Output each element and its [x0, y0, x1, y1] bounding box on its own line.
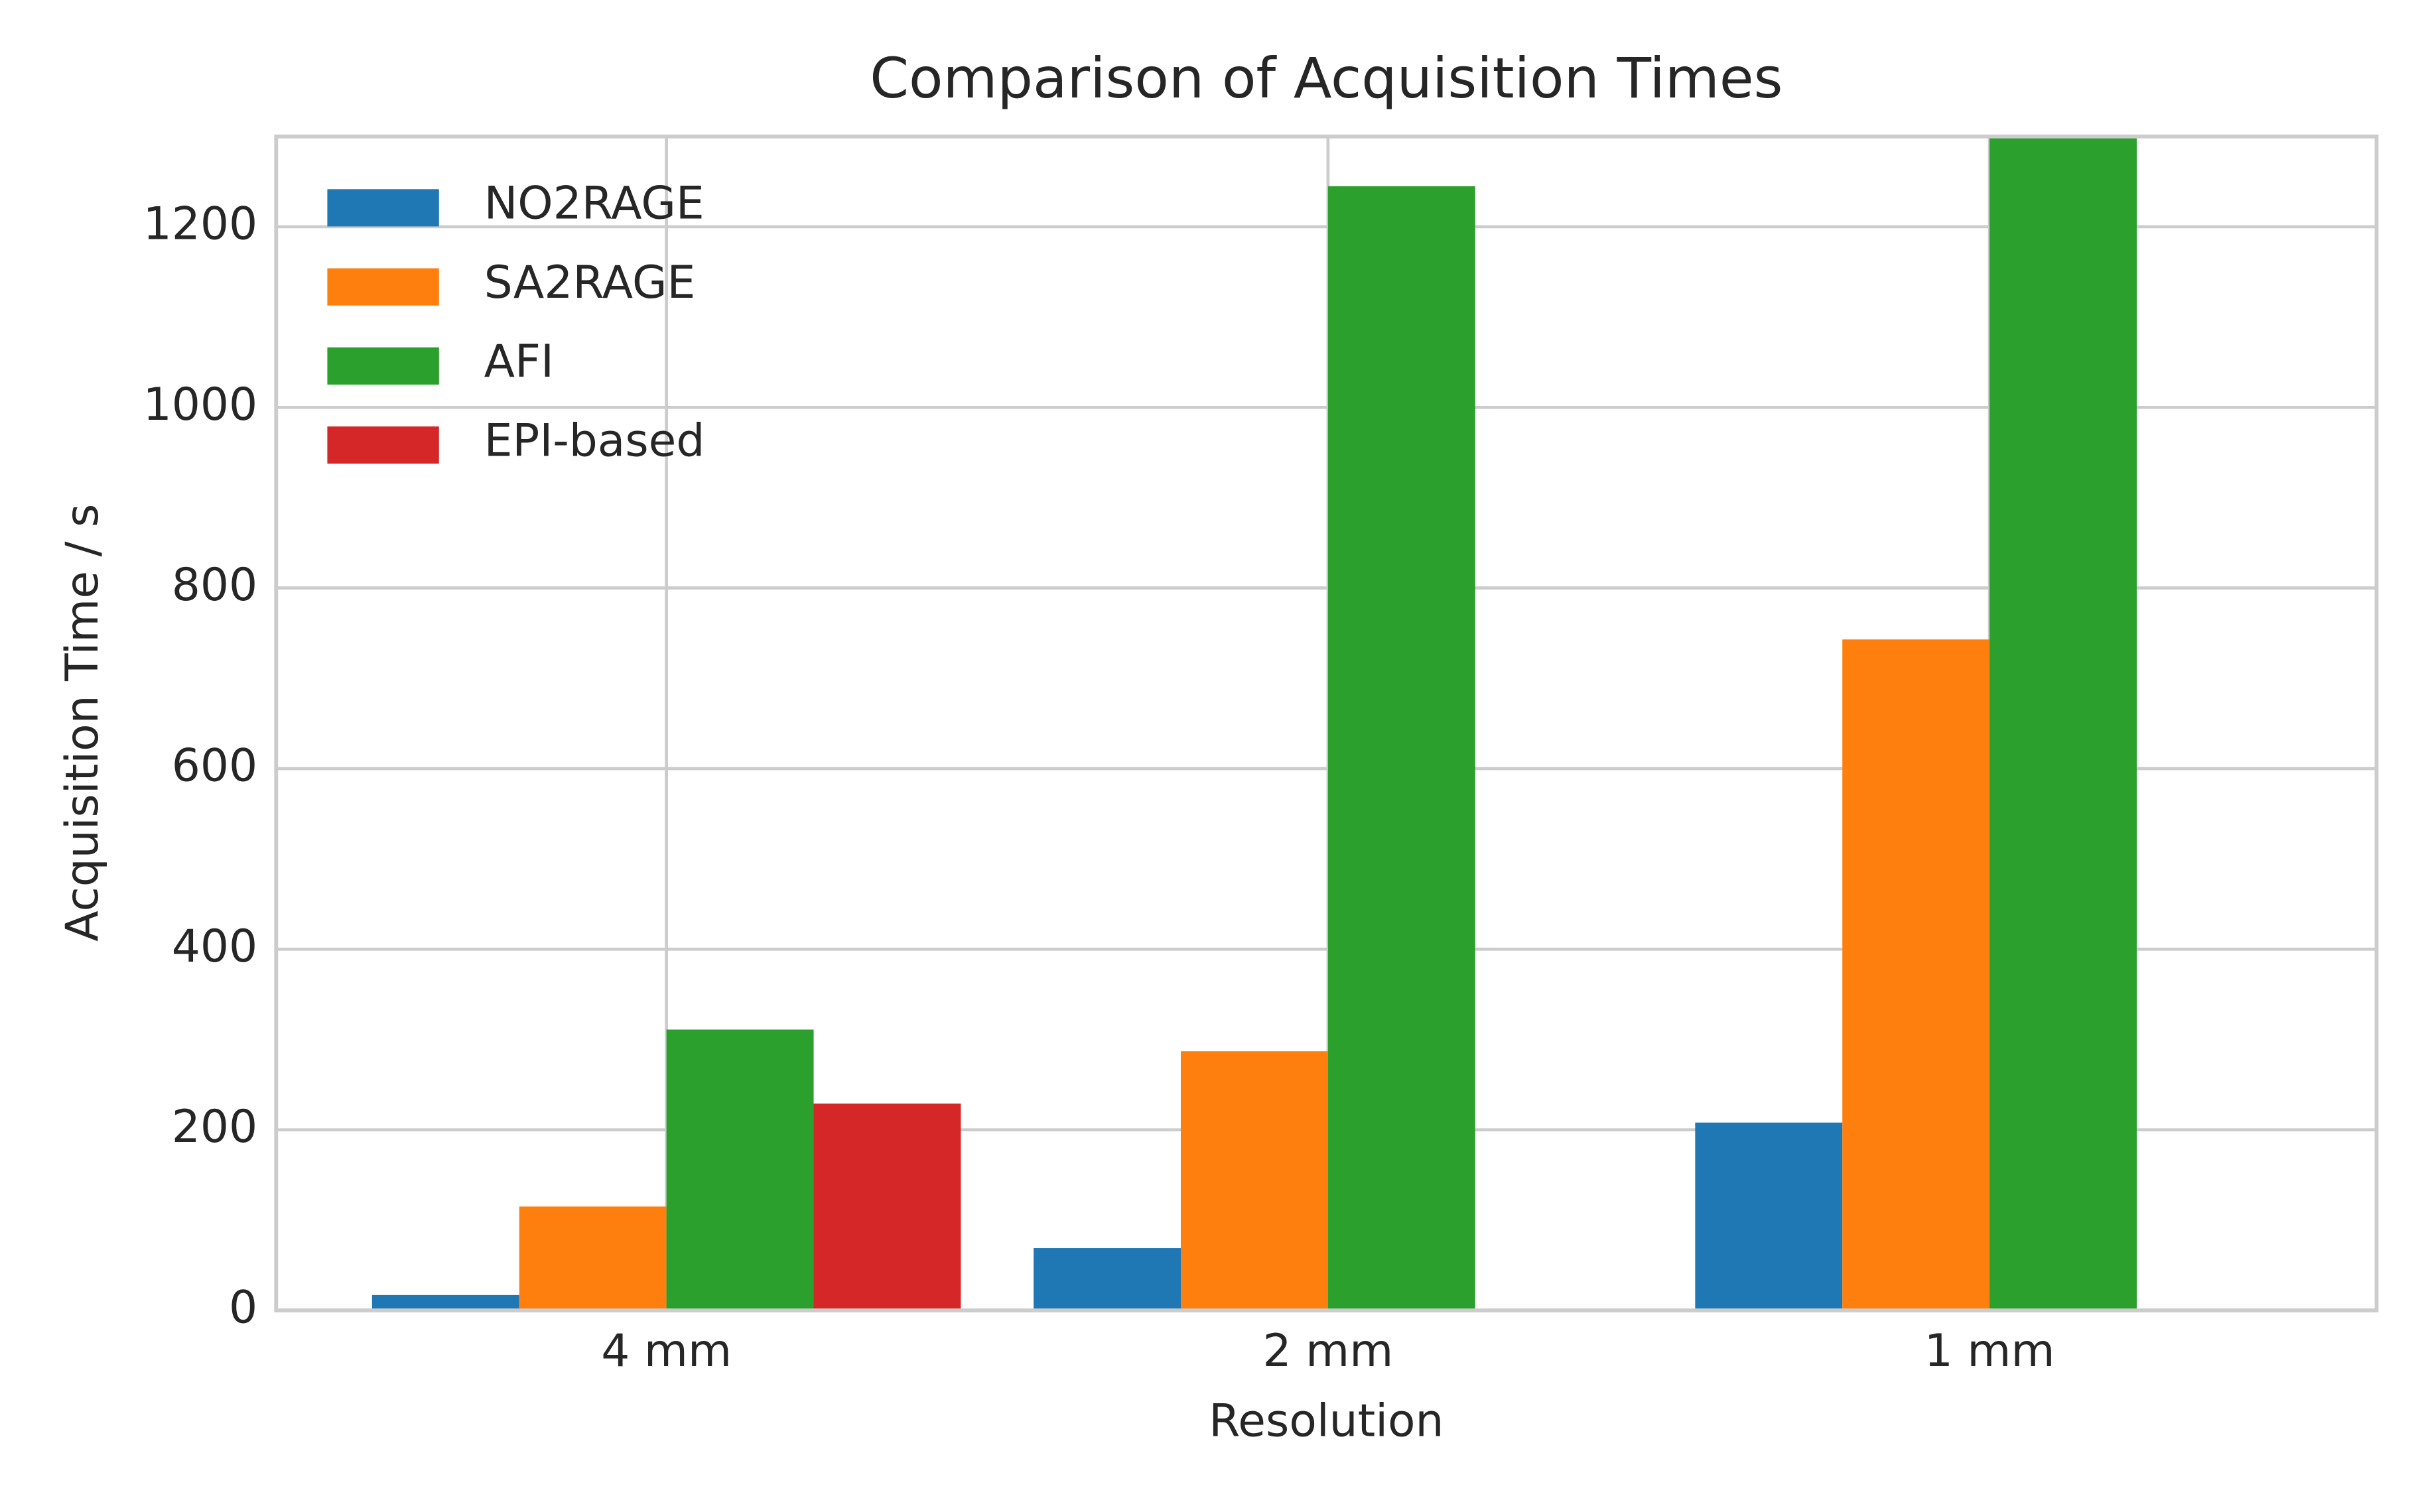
- y-tick-label: 400: [172, 920, 257, 972]
- legend-label: EPI-based: [484, 414, 705, 466]
- bar: [1180, 1051, 1328, 1310]
- legend-swatch: [327, 268, 439, 306]
- bar: [1842, 639, 1990, 1310]
- bar: [666, 1029, 814, 1310]
- chart-title: Comparison of Acquisition Times: [870, 46, 1782, 111]
- bar: [1327, 186, 1475, 1310]
- x-tick-label: 4 mm: [601, 1324, 732, 1377]
- legend-swatch: [327, 347, 439, 385]
- y-tick-label: 800: [172, 558, 257, 611]
- y-tick-label: 0: [229, 1281, 257, 1334]
- legend-label: SA2RAGE: [484, 256, 696, 308]
- x-tick-label: 1 mm: [1924, 1324, 2055, 1377]
- legend-swatch: [327, 426, 439, 464]
- bar: [1695, 1122, 1843, 1310]
- bar: [371, 1294, 519, 1310]
- y-tick-label: 200: [172, 1100, 257, 1153]
- y-axis-label: Acquisition Time / s: [56, 504, 108, 942]
- legend-label: NO2RAGE: [484, 177, 705, 229]
- plot-frame: [274, 134, 2379, 1312]
- bar: [813, 1103, 961, 1310]
- legend-label: AFI: [484, 335, 554, 387]
- bar: [1034, 1248, 1181, 1310]
- y-tick-label: 1200: [143, 198, 258, 250]
- y-tick-label: 1000: [143, 378, 258, 430]
- y-tick-label: 600: [172, 739, 257, 792]
- x-tick-label: 2 mm: [1262, 1324, 1393, 1377]
- bar: [1989, 136, 2137, 1310]
- x-axis-label: Resolution: [1209, 1394, 1444, 1446]
- bar: [519, 1206, 667, 1310]
- legend-swatch: [327, 189, 439, 227]
